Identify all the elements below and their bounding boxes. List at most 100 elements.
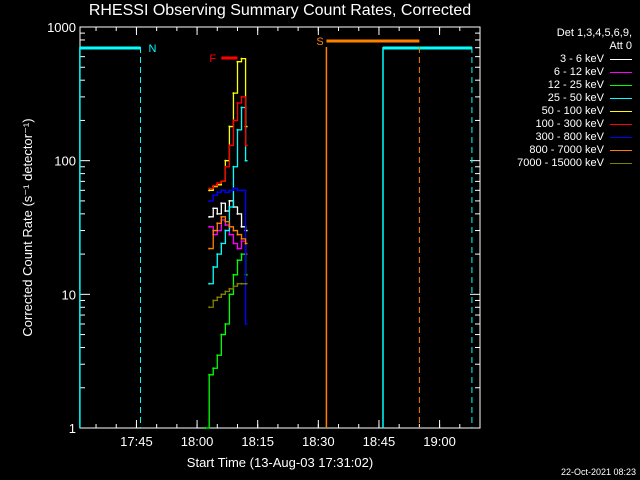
y-tick-label: 100: [54, 154, 76, 169]
data-point: [236, 60, 239, 63]
data-point: [224, 224, 227, 227]
data-point: [216, 296, 219, 299]
data-point: [224, 229, 227, 232]
series-line-8: [209, 283, 248, 308]
x-tick-label: 18:45: [363, 434, 396, 449]
x-axis-label: Start Time (13-Aug-03 17:31:02): [186, 455, 374, 470]
x-tick-label: 18:30: [302, 434, 335, 449]
flare-label: F: [209, 53, 216, 65]
data-point: [228, 189, 231, 192]
data-point: [216, 191, 219, 194]
legend-header-line-1: Det 1,3,4,5,6,9,: [556, 27, 632, 39]
data-point: [232, 119, 235, 122]
legend-swatch: [610, 162, 632, 164]
data-point: [232, 273, 235, 276]
legend-swatch: [610, 110, 632, 112]
data-point: [228, 199, 231, 202]
data-point: [212, 229, 215, 232]
data-point: [240, 240, 243, 243]
data-point: [232, 285, 235, 288]
data-point: [208, 199, 211, 202]
data-point: [228, 144, 231, 147]
data-point: [212, 266, 215, 269]
saa-label: S: [316, 36, 323, 48]
legend-entry: 50 - 100 keV: [517, 105, 632, 118]
data-point: [236, 212, 239, 215]
legend-swatch: [610, 97, 632, 99]
data-point: [240, 189, 243, 192]
data-point: [244, 242, 247, 245]
legend-entry-label: 25 - 50 keV: [547, 92, 604, 104]
data-point: [236, 128, 239, 131]
data-point: [240, 282, 243, 285]
data-point: [224, 220, 227, 223]
data-point: [212, 367, 215, 370]
data-point: [220, 333, 223, 336]
data-point: [240, 95, 243, 98]
data-point: [240, 237, 243, 240]
data-point: [228, 233, 231, 236]
data-point: [232, 242, 235, 245]
legend-swatch: [610, 71, 632, 73]
data-point: [208, 187, 211, 190]
night-label: N: [148, 43, 156, 55]
legend-swatch: [610, 84, 632, 86]
y-tick-label: 1000: [47, 20, 76, 35]
data-point: [244, 322, 247, 325]
data-point: [208, 306, 211, 309]
render-timestamp: 22-Oct-2021 08:23: [560, 467, 636, 477]
series-line-0: [209, 200, 248, 232]
data-point: [220, 180, 223, 183]
y-tick-label: 10: [62, 287, 76, 302]
series-line-5: [209, 96, 248, 190]
data-point: [224, 290, 227, 293]
data-point: [204, 427, 207, 429]
data-point: [224, 322, 227, 325]
data-point: [212, 194, 215, 197]
data-point: [212, 184, 215, 187]
data-point: [208, 282, 211, 285]
legend-entry: 800 - 7000 keV: [517, 144, 632, 157]
legend-entry: 12 - 25 keV: [517, 79, 632, 92]
legend-entry-label: 300 - 800 keV: [535, 131, 605, 143]
legend-entry-label: 100 - 300 keV: [535, 118, 605, 130]
data-point: [216, 253, 219, 256]
data-point: [220, 293, 223, 296]
data-point: [228, 125, 231, 128]
legend-entry-label: 12 - 25 keV: [547, 79, 604, 91]
data-point: [236, 247, 239, 250]
data-point: [236, 259, 239, 262]
legend: Det 1,3,4,5,6,9, Att 0 3 - 6 keV 6 - 12 k…: [517, 27, 632, 170]
series-line-2: [205, 253, 248, 429]
legend-entry-label: 7000 - 15000 keV: [517, 157, 604, 169]
legend-entry-label: 800 - 7000 keV: [529, 144, 604, 156]
data-point: [212, 207, 215, 210]
data-point: [220, 202, 223, 205]
series-line-3: [209, 106, 248, 285]
legend-entry: 3 - 6 keV: [517, 53, 632, 66]
legend-header-line-2: Att 0: [609, 40, 632, 52]
legend-entry-label: 6 - 12 keV: [553, 66, 604, 78]
data-point: [212, 299, 215, 302]
data-point: [240, 106, 243, 109]
data-point: [224, 210, 227, 213]
x-tick-label: 18:00: [181, 434, 214, 449]
data-point: [228, 225, 231, 228]
data-point: [220, 242, 223, 245]
x-tick-label: 17:45: [120, 434, 153, 449]
legend-entry-label: 50 - 100 keV: [541, 105, 604, 117]
legend-swatch: [610, 123, 632, 125]
x-tick-label: 18:15: [241, 434, 274, 449]
data-point: [236, 189, 239, 192]
data-point: [228, 206, 231, 209]
data-point: [216, 222, 219, 225]
legend-entry: 7000 - 15000 keV: [517, 157, 632, 170]
data-point: [224, 191, 227, 194]
data-point: [236, 102, 239, 105]
data-point: [244, 144, 247, 147]
data-point: [216, 354, 219, 357]
data-point: [220, 189, 223, 192]
legend-entry: 300 - 800 keV: [517, 131, 632, 144]
data-point: [208, 247, 211, 250]
